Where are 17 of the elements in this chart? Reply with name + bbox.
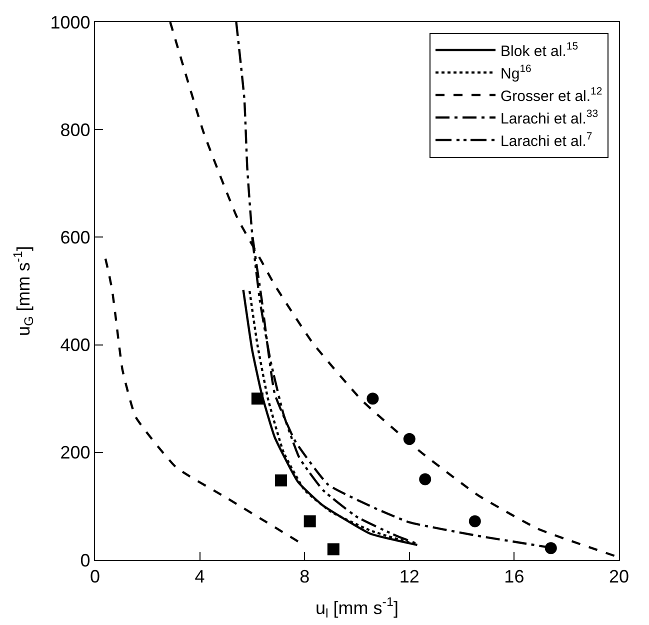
y-tick-label: 400 — [60, 335, 90, 356]
y-tick-label: 600 — [60, 228, 90, 248]
y-tick-label: 800 — [60, 120, 90, 140]
x-tick-label: 8 — [300, 566, 310, 587]
x-tick-label: 4 — [194, 566, 205, 587]
x-tick-label: 20 — [608, 566, 630, 587]
legend-label: Blok et al.$^{15}$ — [500, 40, 578, 60]
x-tick-label: 12 — [399, 566, 420, 587]
x-tick-label: 16 — [504, 566, 524, 587]
y-tick-label: 1000 — [50, 12, 90, 32]
legend-label: Larachi et al.$^{33}$ — [500, 108, 598, 128]
x-axis-title: u$_{l}$ [mm s$^{-1}$] — [315, 595, 399, 621]
legend-label: Ng$^{16}$ — [500, 63, 532, 82]
legend-label: Grosser et al.$^{12}$ — [500, 86, 602, 105]
y-tick-label: 200 — [60, 442, 90, 463]
legend-label: Larachi et al.$^{7}$ — [500, 130, 592, 150]
y-tick-label: 0 — [80, 550, 90, 570]
